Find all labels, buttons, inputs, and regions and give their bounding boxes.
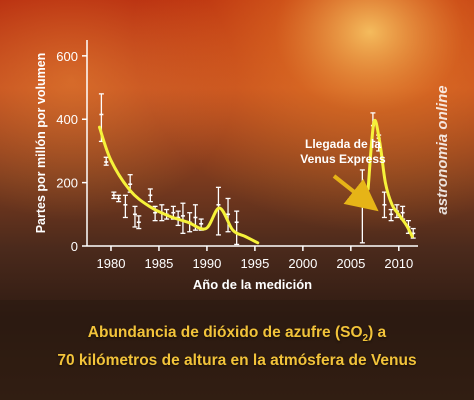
trend-lines <box>97 119 414 245</box>
data-point <box>136 215 142 230</box>
chart-caption: Abundancia de dióxido de azufre (SO2) a … <box>0 322 474 372</box>
data-point <box>111 191 117 200</box>
data-point <box>234 210 240 246</box>
y-axis-label: Partes por millón por volumen <box>34 53 48 234</box>
x-tick-label: 2005 <box>336 256 365 271</box>
annotation-text: Venus Express <box>300 152 386 166</box>
data-point <box>132 205 138 228</box>
x-tick-label: 2000 <box>288 256 317 271</box>
caption-line-2: 70 kilómetros de altura en la atmósfera … <box>57 352 417 370</box>
axes: 0 200 400 600 1980 1985 1990 1995 2000 2005 2010 Añ… <box>34 40 418 292</box>
x-tick-label: 1985 <box>144 256 173 271</box>
data-point <box>122 194 128 219</box>
trend-line <box>97 125 260 245</box>
x-tick-label: 1995 <box>240 256 269 271</box>
x-tick-label: 1980 <box>97 256 126 271</box>
data-point <box>103 156 109 166</box>
y-tick-label: 200 <box>56 176 78 191</box>
data-point <box>147 188 153 203</box>
data-point <box>180 202 186 234</box>
caption-line-1: Abundancia de dióxido de azufre (SO2) a <box>0 322 474 350</box>
y-tick-label: 400 <box>56 112 78 127</box>
x-tick-label: 1990 <box>192 256 221 271</box>
annotation-arrow <box>332 174 379 212</box>
caption-subscript: 2 <box>362 333 369 345</box>
data-point <box>192 204 198 231</box>
annotation-text: Llegada de la <box>305 137 381 151</box>
x-tick-label: 2010 <box>384 256 413 271</box>
data-point <box>388 208 394 222</box>
data-point <box>215 186 221 236</box>
x-axis-label: Año de la medición <box>193 277 312 292</box>
y-tick-label: 600 <box>56 49 78 64</box>
data-point <box>225 197 231 233</box>
y-tick-label: 0 <box>71 239 78 254</box>
data-point <box>116 194 122 203</box>
background-ground <box>0 300 474 400</box>
trend-line <box>366 119 414 238</box>
watermark-text: astronomia online <box>434 85 451 214</box>
caption-line-1-end: ) a <box>368 324 387 341</box>
caption-line-1-text: Abundancia de dióxido de azufre (SO <box>87 324 363 341</box>
